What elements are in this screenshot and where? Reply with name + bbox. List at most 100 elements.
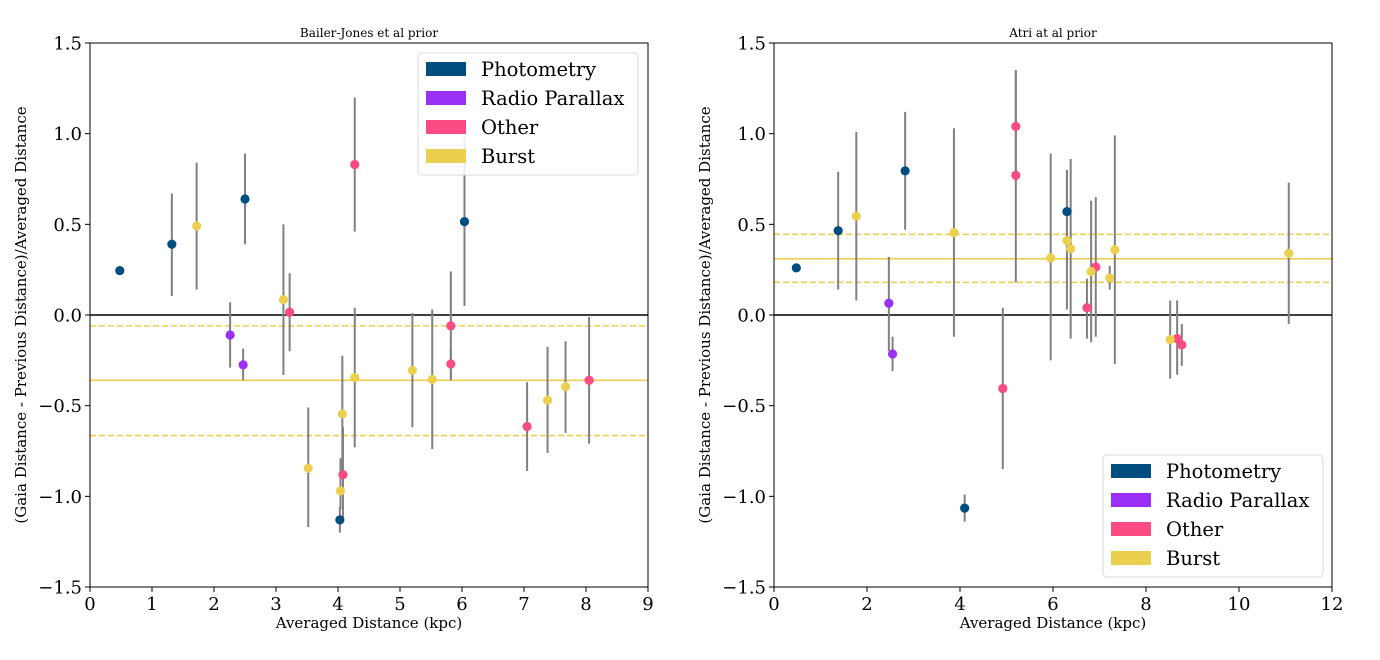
right-chart-title: Atri at al prior — [1008, 26, 1097, 40]
right-point-photometry — [960, 503, 970, 513]
right-x-axis-label: Averaged Distance (kpc) — [959, 614, 1147, 632]
left-point-other — [338, 469, 348, 480]
left-chart-panel: Bailer-Jones et al prior Averaged Distan… — [12, 26, 654, 632]
right-point-burst — [1046, 253, 1056, 263]
right-point-photometry — [833, 226, 843, 236]
left-legend-label-radio: Radio Parallax — [481, 87, 624, 110]
right-point-burst — [1110, 245, 1120, 255]
left-point-burst — [350, 372, 360, 383]
left-y-tick-label: −1.5 — [38, 578, 82, 599]
right-legend-label-radio: Radio Parallax — [1166, 489, 1309, 512]
right-point-burst — [1086, 266, 1096, 277]
right-point-burst — [851, 211, 861, 221]
left-y-tick-label: −0.5 — [38, 396, 82, 417]
left-point-radio — [238, 360, 248, 370]
left-point-other — [285, 307, 295, 317]
right-x-tick-label: 4 — [954, 594, 965, 615]
right-legend-swatch-radio — [1111, 493, 1151, 507]
right-point-other — [1172, 333, 1182, 344]
left-y-tick-label: 0.0 — [53, 306, 82, 327]
right-point-burst — [1105, 273, 1115, 283]
right-x-tick-label: 8 — [1140, 594, 1151, 615]
left-plot-area — [90, 97, 648, 533]
left-point-photometry — [167, 239, 177, 249]
left-legend-label-photometry: Photometry — [481, 58, 596, 81]
right-legend: Photometry Radio Parallax Other Burst — [1102, 454, 1324, 578]
left-point-burst — [337, 409, 347, 419]
left-point-burst — [278, 294, 289, 305]
left-point-burst — [335, 486, 346, 496]
left-chart-title: Bailer-Jones et al prior — [300, 26, 438, 40]
right-point-radio — [884, 298, 894, 308]
left-point-other — [584, 375, 594, 385]
right-y-tick-label: 1.0 — [737, 124, 766, 145]
right-point-burst — [949, 227, 959, 238]
left-point-burst — [303, 463, 313, 473]
right-chart-panel: Atri at al prior Averaged Distance (kpc)… — [696, 26, 1343, 632]
right-point-photometry — [900, 166, 910, 176]
left-x-tick-label: 4 — [332, 594, 343, 615]
right-legend-box — [1102, 454, 1324, 578]
left-y-tick-label: 1.0 — [53, 124, 82, 145]
left-x-tick-label: 5 — [394, 594, 405, 615]
left-point-burst — [542, 395, 553, 405]
right-y-tick-label: 0.5 — [737, 215, 766, 236]
right-point-other — [1177, 340, 1187, 350]
left-point-other — [350, 159, 360, 170]
right-x-tick-label: 10 — [1228, 594, 1251, 615]
left-legend-swatch-radio — [426, 91, 466, 105]
right-y-tick-label: −1.0 — [722, 487, 766, 508]
left-y-tick-label: −1.0 — [38, 487, 82, 508]
left-point-other — [446, 359, 456, 369]
left-y-tick-label: 0.5 — [53, 215, 82, 236]
right-x-tick-label: 2 — [861, 594, 872, 615]
left-legend-swatch-other — [426, 120, 466, 134]
left-point-burst — [427, 374, 437, 384]
left-y-tick-label: 1.5 — [53, 34, 82, 55]
left-legend-swatch-burst — [426, 149, 466, 163]
left-legend: Photometry Radio Parallax Other Burst — [417, 52, 639, 176]
right-y-tick-label: −1.5 — [722, 578, 766, 599]
left-point-photometry — [240, 194, 250, 204]
right-point-burst — [1284, 248, 1294, 258]
right-point-other — [1011, 170, 1021, 180]
right-x-tick-label: 6 — [1047, 594, 1058, 615]
right-legend-label-photometry: Photometry — [1166, 460, 1281, 483]
left-x-tick-label: 8 — [580, 594, 591, 615]
left-point-radio — [225, 330, 235, 340]
left-x-tick-label: 1 — [146, 594, 157, 615]
left-point-burst — [560, 382, 571, 392]
right-point-radio — [887, 349, 898, 359]
left-x-tick-label: 3 — [270, 594, 281, 615]
right-point-burst — [1066, 244, 1076, 254]
right-point-burst — [1165, 334, 1175, 345]
right-y-tick-label: 1.5 — [737, 34, 766, 55]
left-x-tick-label: 9 — [642, 594, 653, 615]
right-plot-area — [774, 70, 1332, 522]
right-point-photometry — [791, 263, 801, 273]
left-x-tick-label: 7 — [518, 594, 529, 615]
right-point-photometry — [1062, 207, 1072, 217]
left-point-photometry — [115, 265, 125, 276]
right-point-other — [998, 383, 1008, 394]
right-point-other — [1082, 303, 1092, 313]
left-legend-label-other: Other — [481, 116, 539, 139]
left-point-other — [446, 321, 456, 331]
right-point-other — [1011, 121, 1021, 132]
left-x-tick-label: 6 — [456, 594, 467, 615]
left-point-other — [522, 421, 532, 432]
right-legend-label-burst: Burst — [1166, 547, 1220, 570]
right-y-axis-label: (Gaia Distance - Previous Distance)/Aver… — [696, 106, 714, 523]
left-y-axis-label: (Gaia Distance - Previous Distance)/Aver… — [12, 106, 30, 523]
left-x-axis-label: Averaged Distance (kpc) — [275, 614, 463, 632]
left-x-tick-label: 0 — [84, 594, 95, 615]
right-legend-swatch-photometry — [1111, 464, 1151, 478]
right-y-tick-label: 0.0 — [737, 306, 766, 327]
right-x-tick-label: 12 — [1321, 594, 1344, 615]
left-point-photometry — [459, 217, 470, 227]
right-legend-swatch-burst — [1111, 551, 1151, 565]
right-point-burst — [1062, 236, 1072, 246]
right-legend-label-other: Other — [1166, 518, 1224, 541]
left-point-burst — [192, 221, 202, 231]
